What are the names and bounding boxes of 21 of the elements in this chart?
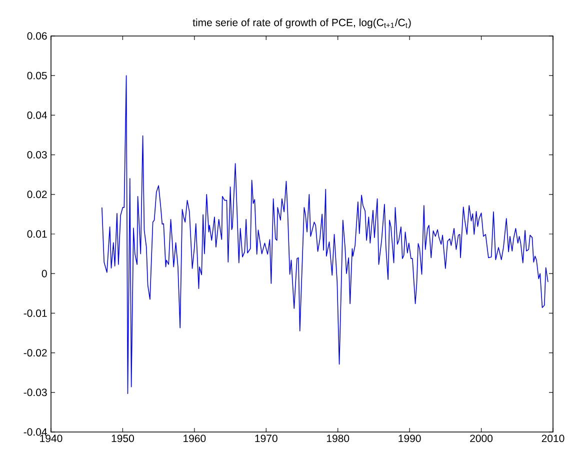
x-tick-label: 1940 — [40, 434, 62, 442]
y-tick-label: 0.01 — [27, 230, 47, 238]
x-tick-label: 1960 — [184, 434, 206, 442]
y-tick-label: 0.06 — [27, 32, 47, 40]
x-tick-label: 2000 — [470, 434, 493, 442]
x-tick-label: 1980 — [326, 434, 350, 442]
x-tick-label: 1990 — [398, 434, 421, 442]
y-tick-label: -0.02 — [24, 349, 47, 357]
y-tick-label: 0.05 — [27, 72, 47, 80]
x-tick-label: 1970 — [255, 434, 278, 442]
line-series — [102, 75, 548, 394]
x-tick-label: 1950 — [112, 434, 134, 442]
x-tick-label: 2010 — [542, 434, 564, 442]
y-tick-label: 0.03 — [27, 151, 47, 159]
y-tick-label: 0.02 — [27, 190, 47, 198]
y-tick-label: -0.04 — [24, 428, 47, 436]
y-tick-label: -0.03 — [24, 388, 47, 396]
y-tick-label: 0 — [42, 270, 47, 278]
y-tick-label: 0.04 — [27, 111, 47, 119]
chart-title: time serie of rate of growth of PCE, log(C$_{t+1}$/C$_{t}$) — [192, 18, 411, 28]
y-tick-label: -0.01 — [24, 309, 47, 317]
